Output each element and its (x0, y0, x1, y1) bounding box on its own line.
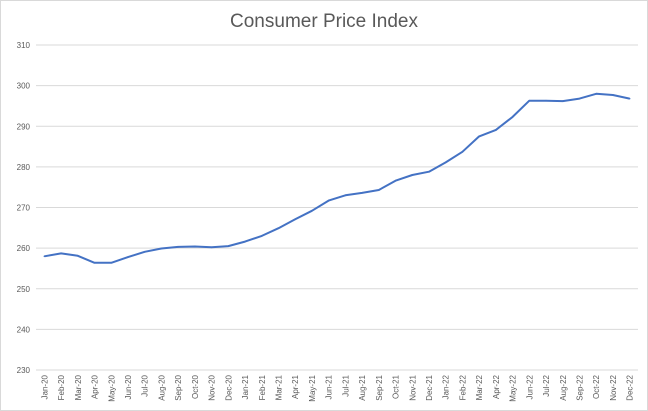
cpi-series-line (44, 92, 630, 264)
x-tick-label: Mar-21 (274, 374, 283, 400)
data-point (277, 227, 280, 230)
data-point (378, 189, 380, 191)
y-tick-label: 280 (17, 163, 31, 172)
x-tick-label: Oct-22 (592, 374, 601, 399)
data-point (127, 256, 129, 258)
x-tick-label: Dec-20 (224, 374, 233, 400)
x-tick-label: Feb-20 (57, 374, 66, 400)
y-tick-label: 290 (17, 122, 31, 131)
x-tick-label: Jun-20 (124, 374, 133, 399)
data-point (361, 192, 363, 194)
x-tick-label: Sep-20 (174, 374, 183, 400)
x-tick-label: Jan-22 (442, 374, 451, 399)
x-tick-label: Jan-20 (40, 374, 49, 399)
data-point (528, 99, 531, 102)
x-tick-label: Jan-21 (241, 374, 250, 399)
x-tick-label: Aug-21 (358, 374, 367, 400)
data-point (60, 252, 62, 255)
data-point (244, 240, 246, 243)
x-tick-label: Jun-21 (325, 374, 334, 399)
y-tick-label: 240 (17, 325, 31, 334)
y-tick-label: 230 (17, 366, 31, 375)
data-point (428, 170, 430, 173)
data-point (143, 250, 146, 253)
x-tick-label: May-20 (107, 374, 116, 401)
x-tick-label: Dec-21 (425, 374, 434, 400)
x-tick-label: Apr-22 (492, 374, 501, 399)
x-tick-label: May-22 (509, 374, 518, 401)
data-point (411, 174, 414, 176)
data-point (311, 209, 313, 212)
data-point (327, 199, 330, 202)
data-point (545, 99, 547, 102)
data-point (260, 235, 263, 237)
data-point (478, 135, 480, 138)
data-point (628, 97, 631, 100)
x-tick-label: Nov-22 (609, 374, 618, 400)
data-point (43, 255, 46, 258)
data-point (93, 261, 96, 264)
x-tick-label: Aug-20 (157, 374, 166, 400)
data-point (461, 151, 464, 153)
y-tick-label: 250 (17, 285, 31, 294)
data-point (444, 161, 447, 164)
data-point (77, 255, 79, 257)
x-tick-label: Oct-21 (392, 374, 401, 399)
data-point (177, 246, 179, 248)
data-point (394, 179, 397, 182)
data-point (110, 261, 113, 264)
data-point (561, 100, 564, 102)
x-tick-label: Jun-22 (525, 374, 534, 399)
x-tick-label: Mar-22 (475, 374, 484, 400)
y-tick-label: 260 (17, 244, 31, 253)
x-tick-label: Dec-22 (626, 374, 635, 400)
data-point (210, 246, 213, 249)
x-tick-label: Nov-20 (208, 374, 217, 400)
x-tick-label: Feb-22 (458, 374, 467, 400)
x-tick-label: Apr-20 (91, 374, 100, 399)
data-point (612, 94, 614, 96)
x-tick-label: Feb-21 (258, 374, 267, 400)
y-tick-label: 300 (17, 82, 31, 91)
x-tick-label: Jul-22 (542, 374, 551, 396)
x-tick-label: Jul-20 (141, 374, 150, 396)
x-tick-label: Jul-21 (341, 374, 350, 396)
x-tick-label: Aug-22 (559, 374, 568, 400)
x-tick-label: Nov-21 (408, 374, 417, 400)
data-point (578, 97, 581, 100)
x-tick-label: Sep-22 (575, 374, 584, 400)
data-point (294, 218, 296, 221)
data-point (194, 245, 196, 248)
data-point (511, 116, 514, 118)
y-tick-label: 270 (17, 204, 31, 213)
x-tick-label: Sep-21 (375, 374, 384, 400)
x-tick-label: Mar-20 (74, 374, 83, 400)
x-tick-label: May-21 (308, 374, 317, 401)
data-point (495, 129, 497, 131)
y-tick-label: 310 (17, 41, 31, 50)
x-tick-label: Oct-20 (191, 374, 200, 399)
chart-title: Consumer Price Index (230, 11, 418, 32)
data-point (160, 247, 163, 250)
data-point (344, 194, 347, 197)
data-point (595, 92, 597, 95)
x-tick-label: Apr-21 (291, 374, 300, 399)
data-point (227, 245, 230, 247)
